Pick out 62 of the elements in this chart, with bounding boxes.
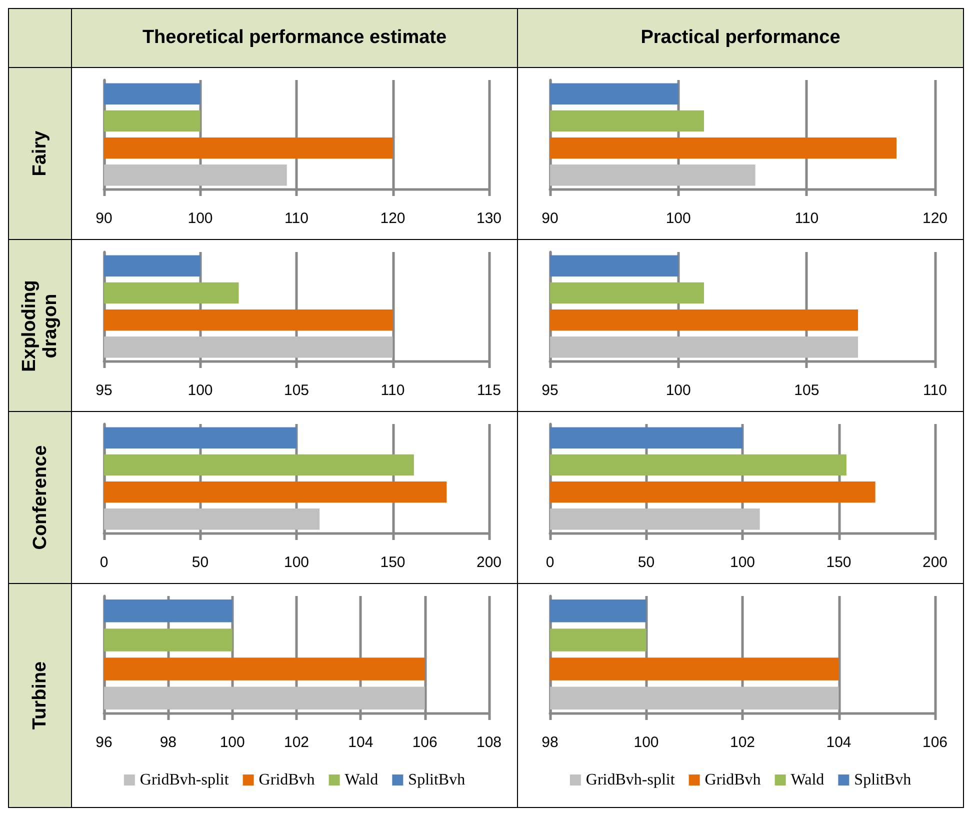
- x-tick-label: 100: [666, 382, 691, 399]
- x-tick-label: 104: [348, 734, 374, 751]
- chart-title: Theoretical performance estimate: [72, 8, 518, 68]
- x-tick-label: 150: [826, 554, 852, 571]
- x-tick-label: 0: [546, 554, 554, 571]
- x-tick-label: 105: [794, 382, 820, 399]
- x-tick-label: 90: [96, 210, 112, 227]
- x-tick-label: 100: [634, 734, 659, 751]
- chart-title: Practical performance: [518, 8, 964, 68]
- x-tick-label: 102: [730, 734, 756, 751]
- x-tick-label: 100: [188, 382, 213, 399]
- legend-label: Wald: [790, 772, 824, 788]
- bar: [550, 481, 876, 503]
- bar: [104, 508, 320, 530]
- y-axis-title: Exploding dragon: [19, 280, 62, 372]
- x-tick-label: 200: [476, 554, 502, 571]
- x-tick-label: 200: [922, 554, 948, 571]
- legend-label: GridBvh-split: [140, 772, 230, 788]
- x-tick-label: 105: [284, 382, 310, 399]
- legend-label: GridBvh: [258, 772, 315, 788]
- legend-label: Wald: [344, 772, 378, 788]
- x-tick-label: 50: [638, 554, 655, 571]
- legend-label: SplitBvh: [408, 772, 466, 788]
- bar: [104, 454, 414, 476]
- y-axis-title: Conference: [30, 445, 50, 550]
- x-tick-label: 102: [284, 734, 310, 751]
- x-tick-label: 95: [96, 382, 112, 399]
- bar: [550, 508, 760, 530]
- bar: [550, 427, 742, 448]
- x-tick-label: 130: [476, 210, 502, 227]
- x-tick-label: 100: [188, 210, 213, 227]
- x-tick-label: 104: [826, 734, 852, 751]
- x-tick-label: 110: [794, 210, 819, 227]
- x-tick-label: 0: [100, 554, 108, 571]
- x-tick-label: 95: [542, 382, 558, 399]
- y-axis-title: Fairy: [30, 130, 50, 176]
- x-tick-label: 110: [284, 210, 308, 227]
- x-tick-label: 100: [730, 554, 756, 571]
- x-tick-label: 120: [380, 210, 406, 227]
- x-tick-label: 96: [96, 734, 112, 751]
- y-axis-title: Turbine: [30, 661, 51, 730]
- x-tick-label: 106: [412, 734, 438, 751]
- x-tick-label: 106: [922, 734, 948, 751]
- x-tick-label: 110: [923, 382, 947, 399]
- bar: [550, 454, 846, 476]
- x-tick-label: 90: [542, 210, 558, 227]
- bar: [104, 427, 296, 448]
- x-tick-label: 108: [476, 734, 502, 751]
- legend-label: SplitBvh: [854, 772, 912, 788]
- x-tick-label: 150: [380, 554, 406, 571]
- x-tick-label: 100: [220, 734, 245, 751]
- x-tick-label: 110: [380, 382, 405, 399]
- x-tick-label: 120: [922, 210, 948, 227]
- x-tick-label: 100: [284, 554, 310, 571]
- legend-label: GridBvh-split: [586, 772, 676, 788]
- bar: [104, 481, 447, 503]
- x-tick-label: 50: [192, 554, 209, 571]
- x-tick-label: 98: [160, 734, 177, 751]
- x-tick-label: 115: [477, 382, 501, 399]
- x-tick-label: 98: [542, 734, 558, 751]
- x-tick-label: 100: [666, 210, 691, 227]
- legend-label: GridBvh: [704, 772, 761, 788]
